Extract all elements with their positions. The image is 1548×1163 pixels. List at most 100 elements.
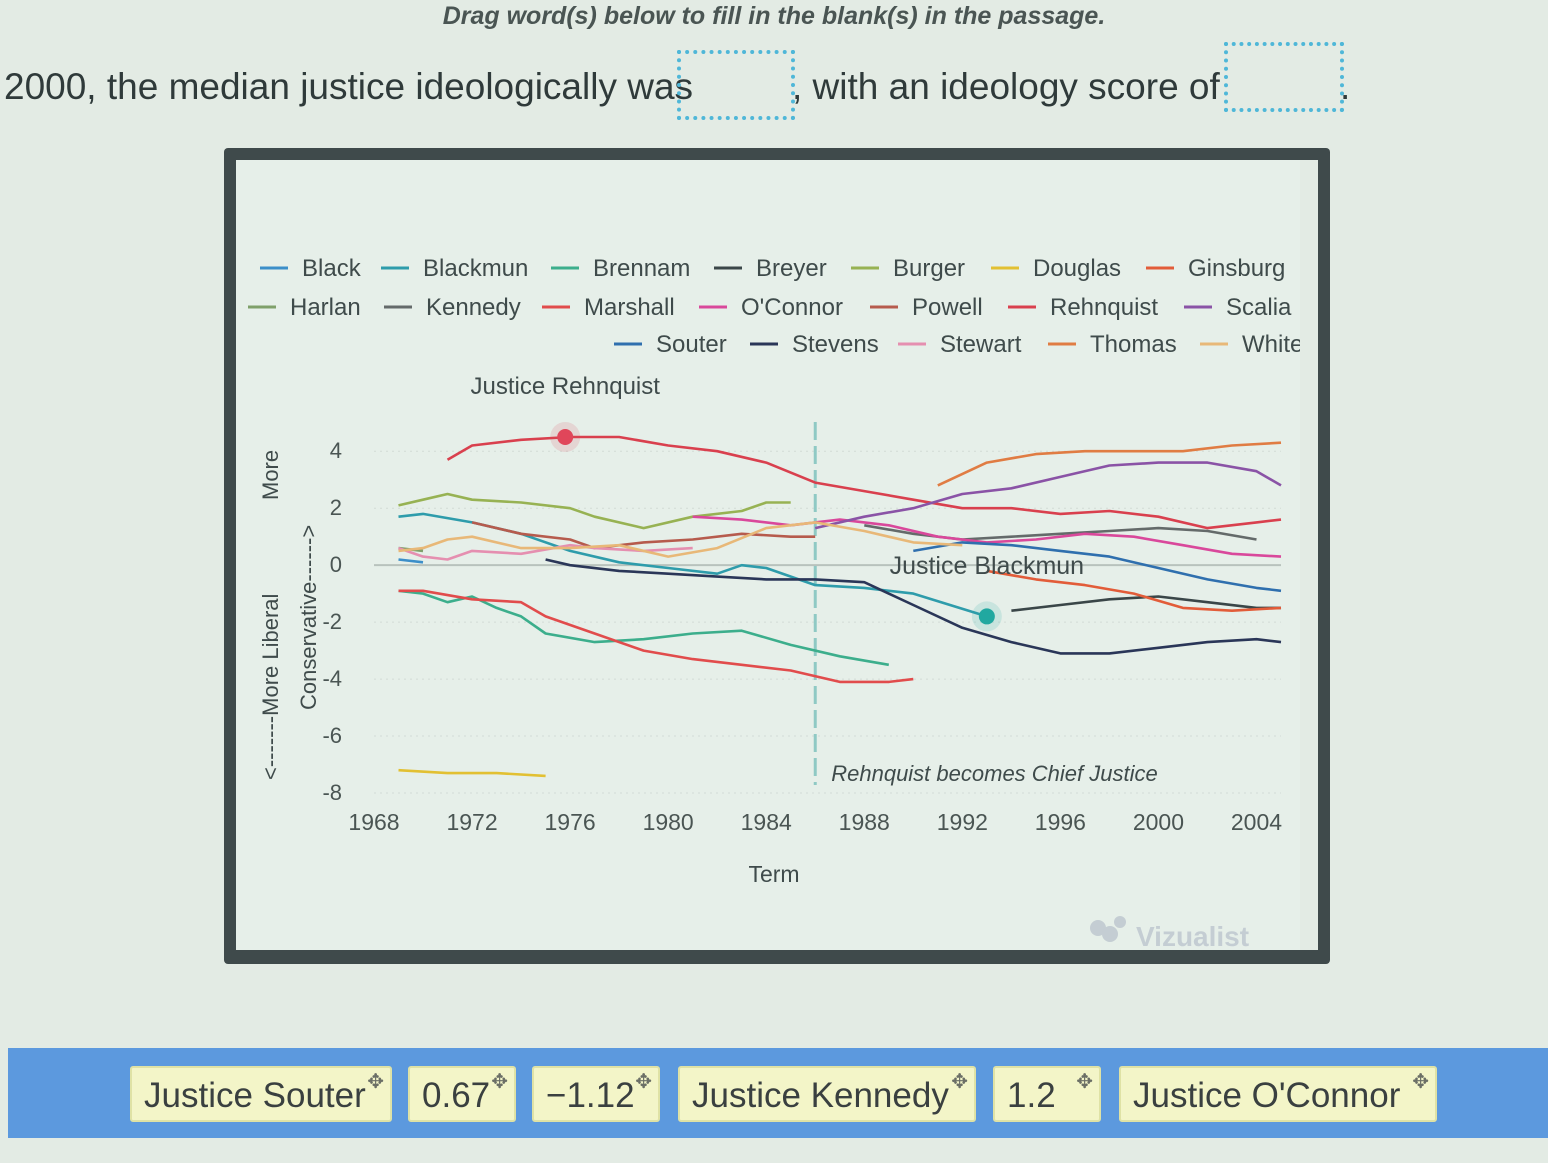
- word-chip-label: Justice Souter: [144, 1076, 366, 1115]
- word-chip[interactable]: Justice Souter ✥: [130, 1066, 392, 1122]
- annotation-chief-justice: Rehnquist becomes Chief Justice: [831, 761, 1157, 786]
- y-tick-label: 0: [330, 552, 342, 577]
- legend-item: Powell: [870, 294, 983, 321]
- series-line: [913, 541, 1282, 593]
- y-tick-label: -8: [322, 780, 342, 805]
- word-chip[interactable]: Justice Kennedy ✥: [678, 1066, 976, 1122]
- chart-annotations: Justice Rehnquist Justice Blackmun Rehnqui…: [470, 373, 1157, 786]
- legend-label: O'Connor: [741, 294, 843, 321]
- highlight-point: [978, 608, 995, 625]
- series-line: [398, 589, 890, 667]
- legend-item: White: [1200, 331, 1303, 358]
- legend-label: Marshall: [584, 294, 675, 321]
- passage: 2000, the median justice ideologically w…: [4, 42, 1544, 128]
- move-icon: ✥: [635, 1071, 652, 1093]
- word-chip[interactable]: −1.12 ✥: [532, 1066, 660, 1122]
- legend-label: Harlan: [290, 294, 361, 321]
- series-line: [545, 558, 1282, 655]
- word-chip[interactable]: 1.2 ✥: [993, 1066, 1101, 1122]
- blank-drop-zone-1[interactable]: [677, 50, 795, 120]
- series-line: [398, 768, 546, 778]
- series-line: [398, 558, 424, 564]
- move-icon: ✥: [367, 1071, 384, 1093]
- vizualist-watermark: Vizualist: [1090, 916, 1249, 950]
- legend-item: Burger: [851, 255, 965, 282]
- blank-drop-zone-2[interactable]: [1224, 42, 1344, 112]
- series-line: [398, 492, 791, 530]
- legend-label: Powell: [912, 294, 983, 321]
- y-tick-label: -2: [322, 609, 342, 634]
- highlight-point: [557, 429, 574, 445]
- move-icon: ✥: [491, 1071, 508, 1093]
- x-tick-label: 1996: [1035, 809, 1086, 835]
- move-icon: ✥: [1412, 1071, 1429, 1093]
- legend-item: Scalia: [1184, 294, 1292, 321]
- legend-label: Thomas: [1090, 331, 1177, 358]
- passage-text-1: 2000, the median justice ideologically w…: [4, 66, 694, 107]
- y-axis-title-part-1: <-------More Liberal: [258, 594, 283, 780]
- legend-item: Stevens: [750, 331, 879, 358]
- vizualist-watermark-text: Vizualist: [1136, 921, 1249, 950]
- x-tick-label: 1988: [839, 809, 890, 835]
- legend-label: Douglas: [1033, 255, 1121, 282]
- legend-label: Stevens: [792, 331, 879, 358]
- legend-item: Black: [260, 255, 362, 282]
- series-line: [471, 521, 816, 550]
- move-icon: ✥: [1076, 1071, 1093, 1093]
- x-tick-label: 2000: [1133, 809, 1184, 835]
- passage-text-3: .: [1340, 66, 1351, 107]
- legend-label: Kennedy: [426, 294, 521, 321]
- legend-item: Blackmun: [381, 255, 528, 282]
- series-line: [937, 441, 1282, 487]
- y-axis-title-part-3: Conservative------>: [296, 525, 321, 710]
- chart-series: [398, 435, 1282, 778]
- legend-label: White: [1242, 331, 1303, 358]
- x-tick-label: 1992: [937, 809, 988, 835]
- x-tick-label: 1968: [348, 809, 399, 835]
- ideology-line-chart: Black Blackmun Brennam Breyer Burger Douglas G…: [248, 255, 1303, 950]
- legend-label: Scalia: [1226, 294, 1292, 321]
- chart-grid: [374, 422, 1281, 794]
- word-chip-label: −1.12: [546, 1076, 635, 1115]
- chart-legend: Black Blackmun Brennam Breyer Burger Douglas G…: [248, 255, 1303, 358]
- series-line: [398, 589, 914, 684]
- word-chip[interactable]: Justice O'Connor ✥: [1119, 1066, 1437, 1122]
- legend-label: Brennam: [593, 255, 690, 282]
- legend-item: Breyer: [714, 255, 827, 282]
- legend-label: Stewart: [940, 331, 1022, 358]
- instruction-text: Drag word(s) below to fill in the blank(…: [442, 2, 1106, 30]
- legend-item: Douglas: [991, 255, 1121, 282]
- y-tick-label: 2: [330, 495, 342, 520]
- y-axis-title-part-2: More: [258, 450, 283, 500]
- x-tick-label: 1972: [446, 809, 497, 835]
- word-chip-label: 0.67: [422, 1076, 491, 1115]
- word-chip-label: Justice O'Connor: [1133, 1076, 1401, 1115]
- word-chip-label: 1.2: [1007, 1076, 1056, 1115]
- y-tick-label: -4: [322, 666, 342, 691]
- passage-text-2: , with an ideology score of: [792, 66, 1220, 107]
- legend-item: Thomas: [1048, 331, 1177, 358]
- legend-label: Blackmun: [423, 255, 528, 282]
- legend-item: O'Connor: [699, 294, 843, 321]
- legend-label: Breyer: [756, 255, 827, 282]
- legend-item: Harlan: [248, 294, 361, 321]
- legend-item: Ginsburg: [1146, 255, 1285, 282]
- legend-item: Souter: [614, 331, 727, 358]
- series-line: [398, 543, 693, 561]
- move-icon: ✥: [951, 1071, 968, 1093]
- x-tick-label: 1984: [741, 809, 792, 835]
- x-axis-title: Term: [748, 861, 799, 887]
- series-line: [398, 521, 963, 558]
- y-tick-label: -6: [322, 723, 342, 748]
- series-line: [814, 461, 1282, 530]
- chart-panel: Black Blackmun Brennam Breyer Burger Douglas G…: [236, 160, 1318, 950]
- legend-item: Brennam: [551, 255, 690, 282]
- legend-label: Souter: [656, 331, 727, 358]
- annotation-blackmun: Justice Blackmun: [890, 552, 1085, 580]
- word-chip-label: Justice Kennedy: [692, 1076, 949, 1115]
- annotation-rehnquist: Justice Rehnquist: [470, 373, 660, 400]
- x-tick-label: 1976: [545, 809, 596, 835]
- word-chip[interactable]: 0.67 ✥: [408, 1066, 516, 1122]
- x-tick-label: 2004: [1231, 809, 1282, 835]
